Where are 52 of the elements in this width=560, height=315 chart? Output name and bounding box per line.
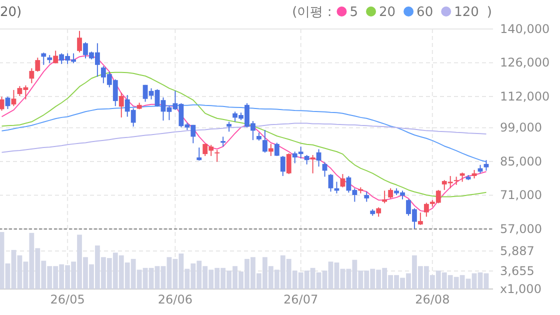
y-axis-title: x1,000 — [500, 282, 542, 296]
candlestick — [53, 50, 58, 64]
x-tick-label: 26/07 — [284, 292, 318, 307]
candlestick — [382, 190, 388, 204]
candlestick — [304, 154, 310, 165]
legend-label: 120 — [454, 5, 479, 20]
y-tick-label: 85,000 — [500, 154, 542, 168]
legend-label: 5 — [350, 5, 358, 20]
y-tick-label: 71,000 — [500, 188, 542, 202]
y-tick-label: 57,000 — [500, 222, 542, 236]
legend-label: 60 — [416, 5, 434, 20]
line-series — [1, 122, 487, 153]
x-tick-label: 26/08 — [415, 292, 450, 307]
candlestick — [274, 142, 280, 156]
y-tick-label: 126,000 — [500, 56, 550, 70]
candlestick — [328, 174, 334, 192]
candlestick — [484, 160, 489, 172]
x-tick-label: 26/06 — [158, 292, 193, 307]
legend-title: (이평 : — [292, 5, 332, 20]
y-tick-label: 3,655 — [500, 264, 534, 278]
text: 20) — [0, 5, 22, 20]
candlestick — [29, 68, 34, 84]
candlestick — [226, 121, 232, 132]
candlestick — [310, 154, 316, 174]
candlestick — [5, 96, 10, 110]
candlestick — [35, 57, 40, 72]
y-tick-label: 5,887 — [500, 244, 534, 258]
candlestick — [280, 155, 286, 176]
text: ) — [486, 5, 492, 20]
y-tick-label: 112,000 — [500, 89, 550, 104]
candlestick — [262, 129, 268, 154]
candlestick — [41, 52, 46, 66]
candlestick — [196, 147, 202, 162]
candlestick — [214, 149, 220, 162]
candlestick — [418, 212, 423, 226]
candlestick — [0, 96, 4, 112]
candlestick — [11, 89, 16, 107]
x-tick-label: 26/05 — [50, 292, 85, 307]
candlestick — [424, 202, 429, 218]
y-tick-label: 99,000 — [500, 120, 542, 135]
candlestick — [77, 30, 82, 53]
candlestick — [118, 92, 124, 118]
y-tick-label: 140,000 — [500, 22, 550, 36]
candlestick — [220, 136, 226, 148]
candlestick — [364, 191, 370, 202]
candlestick — [268, 143, 274, 156]
candlestick — [286, 152, 292, 175]
candlestick — [454, 176, 459, 186]
candlestick — [388, 188, 393, 199]
legend-label: 20 — [379, 5, 396, 20]
candlestick — [376, 206, 382, 218]
candlestick — [340, 174, 346, 188]
